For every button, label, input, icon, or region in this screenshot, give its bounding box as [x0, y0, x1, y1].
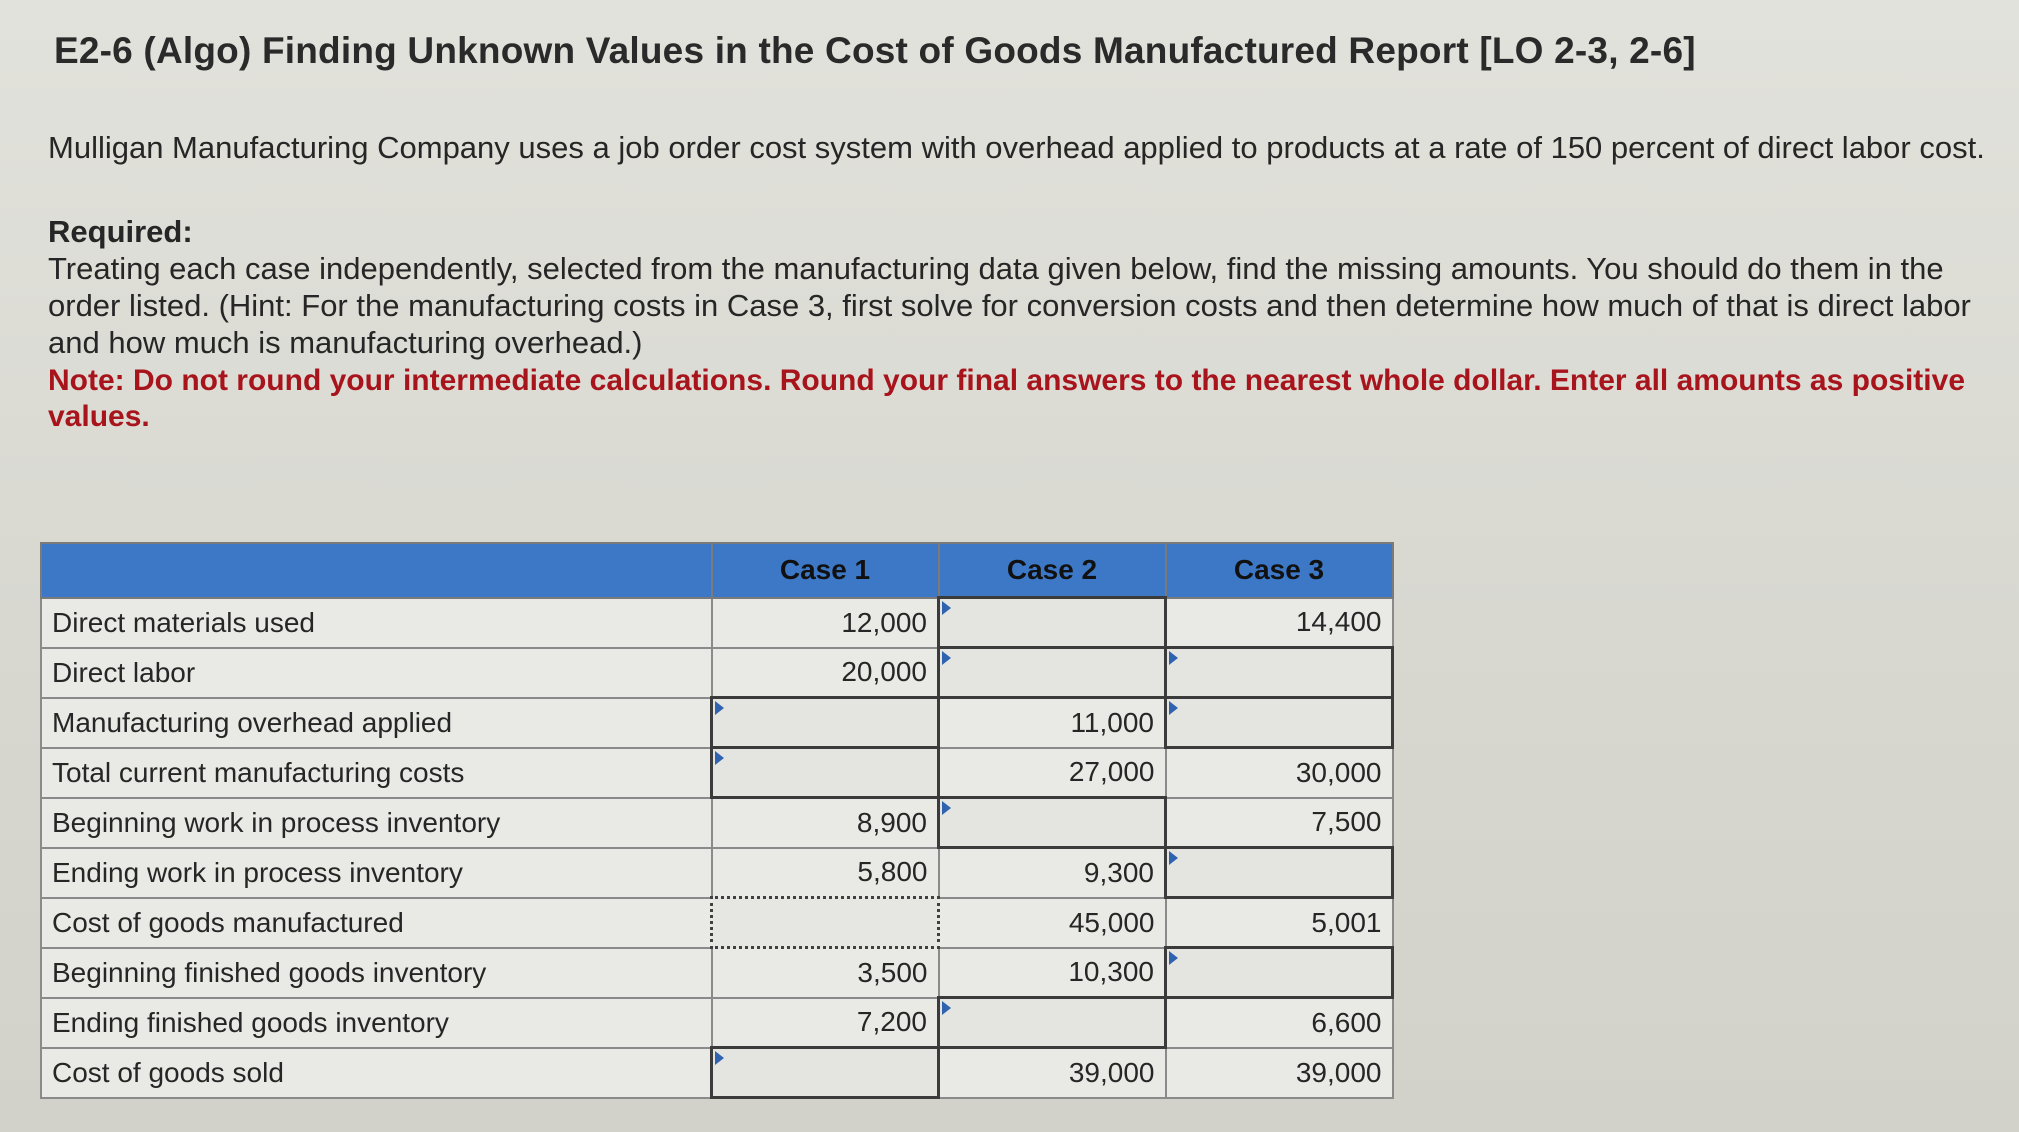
header-case-1: Case 1	[710, 542, 940, 599]
answer-input[interactable]	[710, 746, 940, 799]
header-case-2: Case 2	[937, 542, 1167, 599]
answer-input-focused[interactable]	[710, 896, 940, 949]
header-case-3: Case 3	[1164, 542, 1394, 599]
problem-page: E2-6 (Algo) Finding Unknown Values in th…	[48, 30, 2008, 435]
cell-value: 10,300	[937, 946, 1167, 999]
cell-value: 6,600	[1164, 996, 1394, 1049]
row-label: Total current manufacturing costs	[40, 746, 713, 799]
cell-value: 45,000	[937, 896, 1167, 949]
table-row: Beginning finished goods inventory 3,500…	[40, 946, 1394, 999]
note-text: Note: Do not round your intermediate cal…	[48, 364, 1965, 433]
cell-value: 7,500	[1164, 796, 1394, 849]
cost-table: Case 1 Case 2 Case 3 Direct materials us…	[40, 542, 1394, 1099]
table-row: Ending work in process inventory 5,800 9…	[40, 846, 1394, 899]
answer-input[interactable]	[937, 796, 1167, 849]
table-row: Manufacturing overhead applied 11,000	[40, 696, 1394, 749]
table-row: Total current manufacturing costs 27,000…	[40, 746, 1394, 799]
row-label: Manufacturing overhead applied	[40, 696, 713, 749]
cell-value: 3,500	[710, 946, 940, 999]
answer-input[interactable]	[710, 1046, 940, 1099]
problem-title: E2-6 (Algo) Finding Unknown Values in th…	[54, 30, 1696, 71]
cell-value: 5,800	[710, 846, 940, 899]
cell-value: 39,000	[1164, 1046, 1394, 1099]
row-label: Beginning finished goods inventory	[40, 946, 713, 999]
cell-value: 39,000	[937, 1046, 1167, 1099]
answer-input[interactable]	[1164, 946, 1394, 999]
answer-input[interactable]	[1164, 696, 1394, 749]
row-label: Direct materials used	[40, 596, 713, 649]
answer-input[interactable]	[710, 696, 940, 749]
row-label: Ending work in process inventory	[40, 846, 713, 899]
row-label: Cost of goods sold	[40, 1046, 713, 1099]
row-label: Beginning work in process inventory	[40, 796, 713, 849]
row-label: Cost of goods manufactured	[40, 896, 713, 949]
cell-value: 12,000	[710, 596, 940, 649]
cell-value: 8,900	[710, 796, 940, 849]
cell-value: 30,000	[1164, 746, 1394, 799]
intro-text: Mulligan Manufacturing Company uses a jo…	[48, 130, 1985, 165]
cell-value: 7,200	[710, 996, 940, 1049]
row-label: Ending finished goods inventory	[40, 996, 713, 1049]
answer-input[interactable]	[1164, 846, 1394, 899]
header-row: Case 1 Case 2 Case 3	[40, 542, 1394, 599]
cell-value: 20,000	[710, 646, 940, 699]
answer-input[interactable]	[1164, 646, 1394, 699]
table-row: Cost of goods manufactured 45,000 5,001	[40, 896, 1394, 949]
cell-value: 9,300	[937, 846, 1167, 899]
required-label: Required:	[48, 214, 193, 249]
cell-value: 11,000	[937, 696, 1167, 749]
table-row: Direct materials used 12,000 14,400	[40, 596, 1394, 649]
cell-value: 14,400	[1164, 596, 1394, 649]
cell-value: 27,000	[937, 746, 1167, 799]
header-label-col	[40, 542, 713, 599]
row-label: Direct labor	[40, 646, 713, 699]
table-row: Ending finished goods inventory 7,200 6,…	[40, 996, 1394, 1049]
table-row: Beginning work in process inventory 8,90…	[40, 796, 1394, 849]
cell-value: 5,001	[1164, 896, 1394, 949]
answer-input[interactable]	[937, 996, 1167, 1049]
table-row: Cost of goods sold 39,000 39,000	[40, 1046, 1394, 1099]
required-text: Treating each case independently, select…	[48, 251, 1971, 360]
answer-input[interactable]	[937, 646, 1167, 699]
table-row: Direct labor 20,000	[40, 646, 1394, 699]
answer-input[interactable]	[937, 596, 1167, 649]
